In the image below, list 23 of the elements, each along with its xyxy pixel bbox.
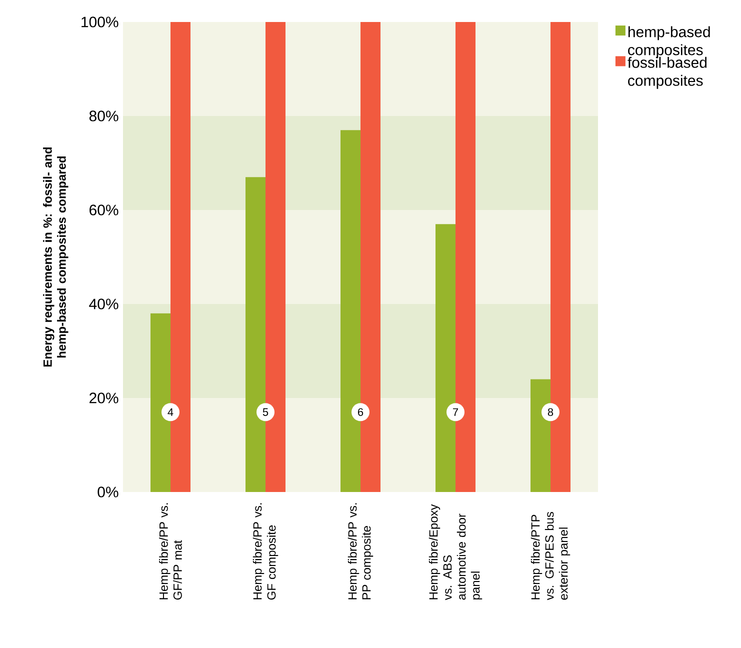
- y-axis-title: Energy requirements in %: fossil- and hemp-based composites compared: [43, 147, 68, 367]
- annotation: 6: [358, 408, 364, 416]
- y-tick-label: 60%: [90, 204, 118, 216]
- y-tick-label: 100%: [82, 16, 118, 28]
- bar: [246, 177, 266, 492]
- annotation: 5: [262, 408, 268, 416]
- y-tick-label: 80%: [89, 110, 118, 122]
- legend-label: fossil-based composites: [628, 56, 707, 89]
- x-tick-label: Hemp fibre/PP vs. GF composite: [252, 503, 278, 600]
- annotation: 8: [548, 408, 554, 416]
- x-tick-label: Hemp fibre/PP vs. PP composite: [348, 503, 374, 600]
- y-tick-label: 40%: [89, 298, 118, 310]
- bar: [530, 379, 551, 492]
- y-tick-label: 0%: [98, 486, 118, 498]
- x-tick-label: Hemp fibre/Epoxy vs. ABS automotive door panel: [428, 504, 482, 600]
- y-tick-label: 20%: [90, 392, 118, 404]
- x-tick-label: Hemp fibre/PP vs. GF/PP mat: [159, 503, 182, 600]
- annotation: 7: [453, 408, 458, 416]
- bar: [340, 130, 361, 492]
- bar: [436, 224, 456, 492]
- annotation: 4: [168, 408, 174, 416]
- x-tick-label: Hemp fibre/PTP vs. GF/PES bus exterior panel: [530, 512, 570, 600]
- legend-label: hemp-based composites: [628, 26, 710, 58]
